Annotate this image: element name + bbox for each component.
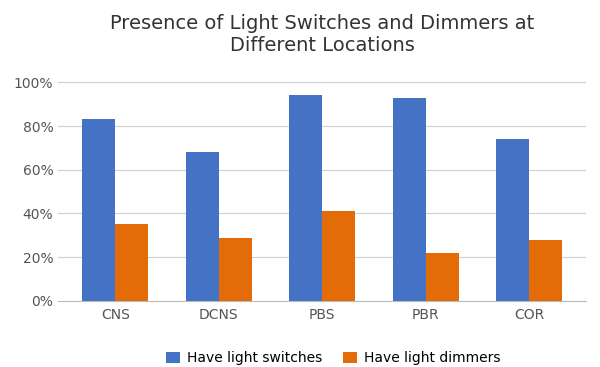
- Bar: [115, 224, 148, 301]
- Bar: [496, 139, 529, 301]
- Bar: [82, 119, 115, 301]
- Legend: Have light switches, Have light dimmers: Have light switches, Have light dimmers: [160, 346, 506, 367]
- Bar: [289, 95, 322, 301]
- Bar: [392, 98, 425, 301]
- Bar: [322, 211, 355, 301]
- Bar: [529, 240, 562, 301]
- Title: Presence of Light Switches and Dimmers at
Different Locations: Presence of Light Switches and Dimmers a…: [110, 14, 535, 55]
- Bar: [219, 237, 252, 301]
- Bar: [425, 253, 458, 301]
- Bar: [185, 152, 219, 301]
